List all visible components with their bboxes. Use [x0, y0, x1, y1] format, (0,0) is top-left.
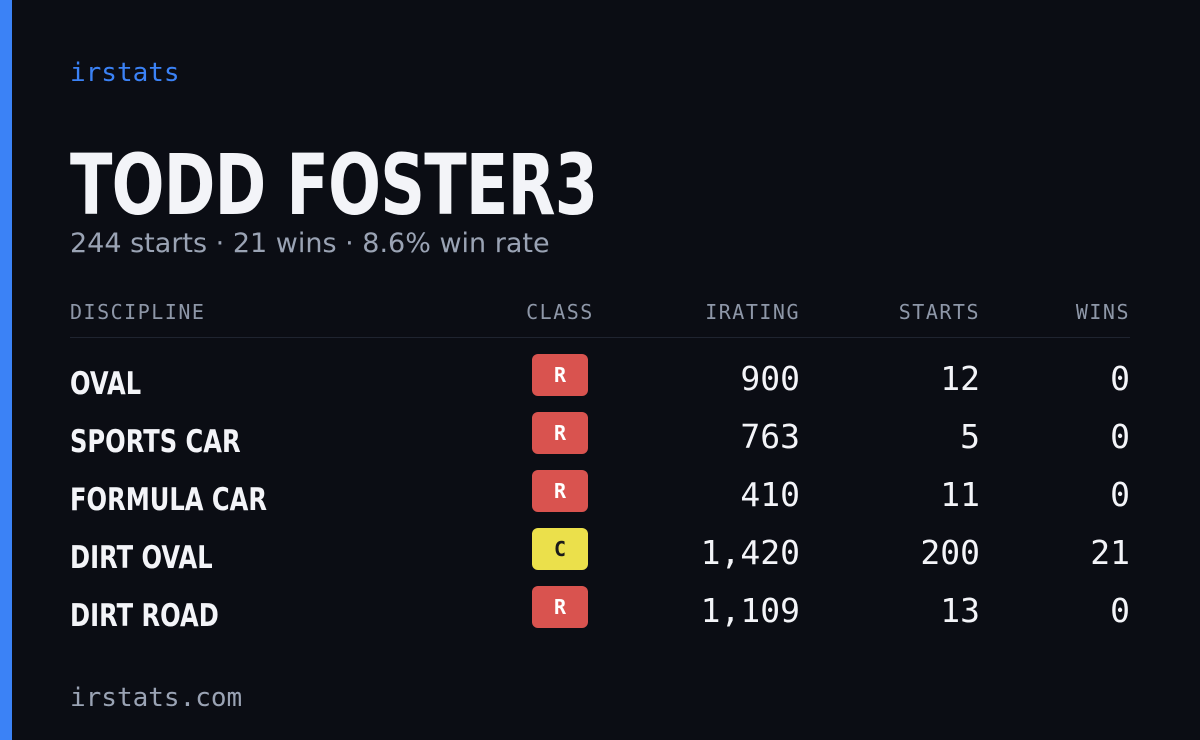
discipline: SPORTS CAR [70, 424, 241, 460]
summary: 244 starts · 21 wins · 8.6% win rate [70, 228, 550, 259]
divider [70, 337, 1130, 338]
irating: 1,109 [700, 591, 800, 630]
brand: irstats [70, 58, 180, 88]
column-header: DISCIPLINE [70, 300, 206, 324]
wins: 0 [1110, 417, 1130, 456]
column-header: WINS [1075, 300, 1130, 324]
discipline: OVAL [70, 366, 142, 402]
column-header: STARTS [898, 300, 980, 324]
starts: 200 [920, 533, 980, 572]
starts: 12 [940, 359, 980, 398]
irating: 763 [740, 417, 800, 456]
discipline: DIRT OVAL [70, 540, 213, 576]
class-badge: R [532, 586, 588, 628]
class-badge: R [532, 470, 588, 512]
discipline: DIRT ROAD [70, 598, 219, 634]
irating: 410 [740, 475, 800, 514]
driver-name: TODD FOSTER3 [70, 136, 598, 234]
accent-bar [0, 0, 12, 740]
wins: 0 [1110, 359, 1130, 398]
starts: 11 [940, 475, 980, 514]
discipline: FORMULA CAR [70, 482, 268, 518]
wins: 0 [1110, 591, 1130, 630]
irating: 1,420 [700, 533, 800, 572]
irating: 900 [740, 359, 800, 398]
starts: 5 [960, 417, 980, 456]
wins: 0 [1110, 475, 1130, 514]
footer: irstats.com [70, 683, 243, 713]
column-header: CLASS [526, 300, 594, 324]
column-header: IRATING [705, 300, 800, 324]
class-badge: C [532, 528, 588, 570]
class-badge: R [532, 354, 588, 396]
class-badge: R [532, 412, 588, 454]
wins: 21 [1090, 533, 1130, 572]
starts: 13 [940, 591, 980, 630]
